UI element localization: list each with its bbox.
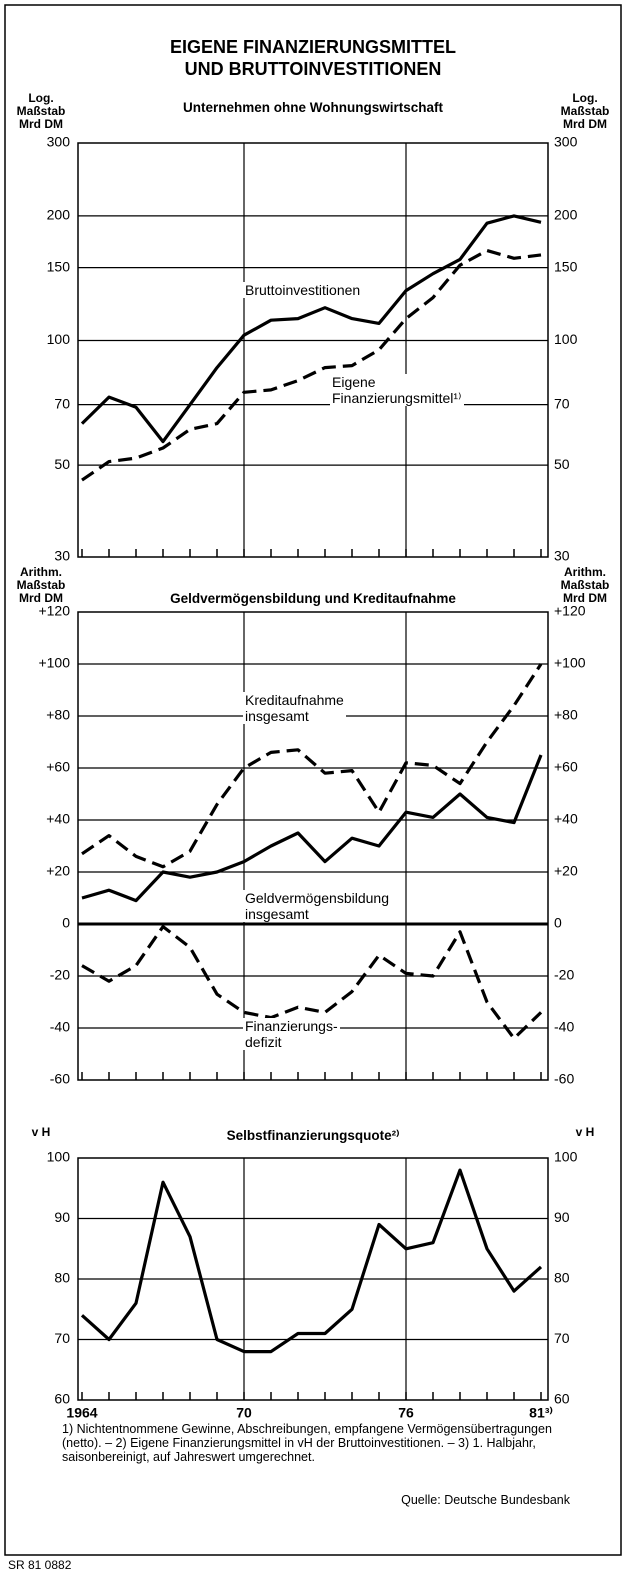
y2-tick-label: +40 [554,811,578,827]
y-axis-label: Arithm. Maßstab Mrd DM [16,565,66,605]
plot-frame [77,611,549,1081]
data-line [81,248,542,482]
subtitle: Unternehmen ohne Wohnungswirtschaft [182,100,443,115]
plot-frame [77,142,549,558]
y2-tick-label: -20 [554,967,574,983]
y-tick-label: 50 [54,456,70,472]
y2-tick-label: +100 [554,655,586,671]
y-tick-label: +20 [46,863,70,879]
y-tick-label: +100 [38,655,70,671]
title: EIGENE FINANZIERUNGSMITTEL UND BRUTTOINV… [169,37,456,79]
y-tick-label: +80 [46,707,70,723]
y2-axis-label: v H [575,1125,595,1139]
x-tick-label: 1964 [66,1405,97,1421]
y2-tick-label: 200 [554,207,578,223]
data-line [81,663,543,869]
y2-tick-label: -60 [554,1071,574,1087]
x-tick-label: 70 [236,1405,252,1421]
series-label: Geldvermögensbildung insgesamt [243,890,391,922]
y2-axis-label: Log. Maßstab Mrd DM [560,91,610,131]
y2-tick-label: 30 [554,548,570,564]
y2-tick-label: +80 [554,707,578,723]
data-line [81,754,543,903]
y2-tick-label: 80 [554,1270,570,1286]
y-axis-label: v H [31,1125,51,1139]
y-tick-label: +40 [46,811,70,827]
y2-axis-label: Arithm. Maßstab Mrd DM [560,565,610,605]
y-axis-label: Log. Maßstab Mrd DM [16,91,66,131]
y-tick-label: 70 [54,395,70,411]
subtitle: Selbstfinanzierungsquote²⁾ [226,1128,400,1143]
x-tick-label: 76 [398,1405,414,1421]
y-tick-label: 300 [47,134,71,150]
y2-tick-label: 50 [554,456,570,472]
data-line [80,1168,543,1354]
y-tick-label: 30 [54,548,70,564]
y-tick-label: -20 [50,967,70,983]
y2-tick-label: 90 [554,1209,570,1225]
data-line [80,214,542,444]
source: Quelle: Deutsche Bundesbank [401,1493,570,1507]
border [4,4,622,1556]
y-tick-label: 200 [47,207,71,223]
y-tick-label: 60 [54,1391,70,1407]
y2-tick-label: +60 [554,759,578,775]
series-label: Eigene Finanzierungsmittel¹⁾ [330,374,464,406]
y-tick-label: 100 [47,331,71,347]
code: SR 81 0882 [8,1558,72,1572]
y2-tick-label: 300 [554,134,578,150]
y-tick-label: 80 [54,1270,70,1286]
series-label: Kreditaufnahme insgesamt [243,692,346,724]
series-label: Bruttoinvestitionen [243,282,363,298]
y2-tick-label: +120 [554,603,586,619]
y-tick-label: +60 [46,759,70,775]
x-tick-label: 81³⁾ [529,1405,553,1421]
y2-tick-label: 100 [554,1149,578,1165]
y-tick-label: +120 [38,603,70,619]
subtitle: Geldvermögensbildung und Kreditaufnahme [170,591,456,606]
y2-tick-label: 0 [554,915,562,931]
y-tick-label: -60 [50,1071,70,1087]
y-tick-label: 90 [54,1209,70,1225]
y2-tick-label: 60 [554,1391,570,1407]
series-label: Finanzierungs- defizit [243,1018,340,1050]
y2-tick-label: -40 [554,1019,574,1035]
footnote: 1) Nichtentnommene Gewinne, Abschreibung… [62,1422,552,1464]
y2-tick-label: 70 [554,1330,570,1346]
y2-tick-label: 150 [554,258,578,274]
y-tick-label: 100 [47,1149,71,1165]
y-tick-label: 70 [54,1330,70,1346]
data-line [81,925,543,1040]
y-tick-label: 0 [62,915,70,931]
y2-tick-label: 100 [554,331,578,347]
y-tick-label: 150 [47,258,71,274]
y2-tick-label: +20 [554,863,578,879]
y-tick-label: -40 [50,1019,70,1035]
y2-tick-label: 70 [554,395,570,411]
